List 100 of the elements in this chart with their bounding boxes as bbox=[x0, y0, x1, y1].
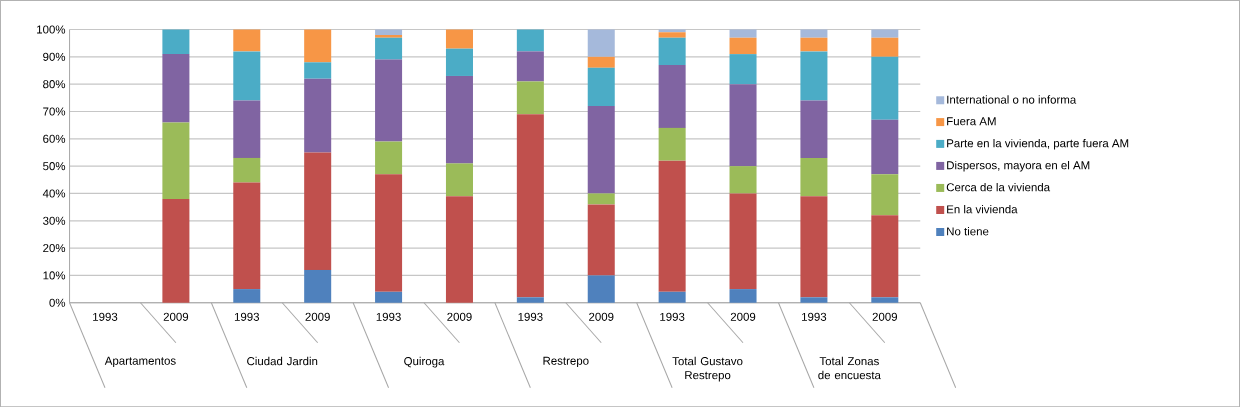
legend-label: En la vivienda bbox=[947, 204, 1018, 214]
bar bbox=[800, 51, 828, 101]
bar bbox=[587, 204, 615, 276]
bar bbox=[233, 157, 261, 183]
text: Ciudad Jardin bbox=[247, 356, 318, 366]
bar bbox=[587, 56, 615, 68]
bar bbox=[445, 196, 473, 303]
bar bbox=[800, 157, 828, 197]
y-tick-label: 90% bbox=[43, 52, 66, 61]
text: Total Gustavo Restrepo bbox=[672, 356, 743, 382]
bar bbox=[304, 29, 332, 63]
legend-label: Dispersos, mayora en el AM bbox=[947, 160, 1090, 172]
x-tick-label: 1993 bbox=[376, 312, 401, 321]
bar bbox=[233, 100, 261, 158]
bar bbox=[729, 53, 757, 85]
bar bbox=[729, 193, 757, 289]
x-tick-label: 1993 bbox=[93, 312, 118, 321]
bar bbox=[587, 67, 615, 106]
x-tick-label: 2009 bbox=[589, 312, 614, 321]
text: Restrepo bbox=[543, 356, 589, 367]
y-tick-label: 50% bbox=[43, 161, 66, 171]
text: Apartamentos bbox=[104, 356, 176, 367]
y-tick-label: 30% bbox=[43, 216, 66, 225]
x-tick-label: 1993 bbox=[234, 312, 260, 321]
y-tick-label: 20% bbox=[43, 243, 66, 252]
bar bbox=[162, 29, 190, 54]
bar bbox=[729, 37, 757, 54]
bar bbox=[162, 122, 190, 199]
bar bbox=[871, 29, 899, 38]
bar bbox=[233, 182, 261, 289]
x-tick-label: 2009 bbox=[872, 312, 898, 321]
bar bbox=[658, 64, 686, 128]
y-tick-label: 10% bbox=[43, 271, 66, 280]
bar bbox=[729, 84, 757, 166]
bar bbox=[375, 141, 403, 175]
bar bbox=[587, 193, 615, 205]
bar bbox=[516, 81, 544, 115]
bar bbox=[658, 37, 686, 65]
bar bbox=[871, 37, 899, 57]
bar bbox=[233, 288, 261, 303]
bar bbox=[516, 51, 544, 82]
y-tick-label: 80% bbox=[43, 79, 66, 89]
legend-label: International o no informa bbox=[947, 95, 1077, 104]
bar bbox=[871, 215, 899, 298]
bar bbox=[871, 119, 899, 175]
x-tick-label: 1993 bbox=[518, 312, 543, 321]
bar bbox=[375, 59, 403, 142]
bar bbox=[162, 53, 190, 123]
bar bbox=[587, 29, 615, 57]
x-tick-label: 2009 bbox=[305, 312, 330, 321]
x-tick-label: 1993 bbox=[802, 312, 827, 321]
legend-label: Fuera AM bbox=[947, 117, 996, 126]
bar bbox=[658, 32, 686, 38]
bar bbox=[304, 152, 332, 270]
bar bbox=[658, 160, 686, 292]
x-tick-label: 2009 bbox=[163, 312, 189, 321]
bar bbox=[516, 297, 544, 303]
bar bbox=[800, 29, 828, 38]
bar bbox=[871, 174, 899, 216]
bar bbox=[587, 275, 615, 303]
bar bbox=[162, 198, 190, 303]
y-tick-label: 100% bbox=[37, 25, 66, 34]
legend-label: No tiene bbox=[947, 226, 989, 236]
bar bbox=[233, 29, 261, 52]
bar bbox=[871, 56, 899, 120]
bar bbox=[375, 34, 403, 38]
y-tick-label: 60% bbox=[43, 134, 66, 143]
bar bbox=[800, 297, 828, 303]
bar bbox=[658, 127, 686, 161]
bar bbox=[800, 196, 828, 298]
bar bbox=[658, 291, 686, 303]
bar bbox=[304, 62, 332, 79]
y-tick-label: 40% bbox=[42, 189, 66, 198]
legend-label: Parte en la vivienda, parte fuera AM bbox=[947, 138, 1129, 150]
bar bbox=[445, 29, 473, 49]
bar bbox=[729, 29, 757, 38]
bar bbox=[800, 37, 828, 52]
bar bbox=[304, 269, 332, 303]
bar bbox=[871, 297, 899, 303]
legend-label: Cerca de la vivienda bbox=[946, 182, 1051, 192]
bar bbox=[445, 163, 473, 197]
x-tick-label: 2009 bbox=[447, 312, 472, 321]
text: Total Zonas de encuesta bbox=[818, 356, 881, 380]
bar bbox=[800, 100, 828, 158]
x-tick-label: 2009 bbox=[730, 312, 756, 321]
bar bbox=[375, 29, 403, 35]
bar bbox=[304, 78, 332, 153]
bar bbox=[375, 37, 403, 60]
x-tick-label: 1993 bbox=[660, 312, 685, 321]
y-tick-label: 70% bbox=[43, 107, 66, 116]
bar bbox=[445, 48, 473, 76]
bar bbox=[375, 291, 403, 303]
bar bbox=[445, 75, 473, 164]
y-tick-label: 0% bbox=[49, 298, 66, 307]
bar bbox=[729, 165, 757, 194]
bar bbox=[729, 288, 757, 303]
bar bbox=[375, 174, 403, 292]
bar bbox=[516, 114, 544, 298]
bar bbox=[587, 105, 615, 194]
bar bbox=[233, 51, 261, 101]
